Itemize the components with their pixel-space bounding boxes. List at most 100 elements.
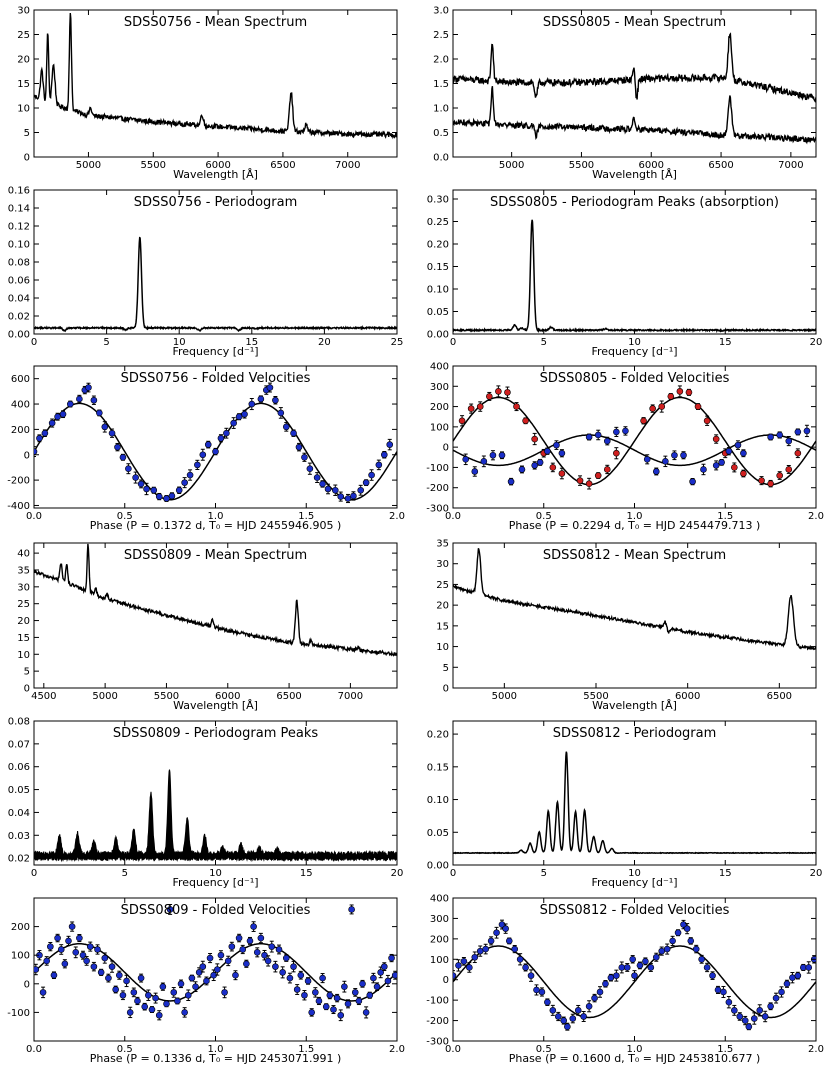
data-point-velocities — [155, 493, 163, 500]
panel-sdss0812-spectrum: 5000 5500 6000 6500 0 5 10 15 20 25 30 35 SDSS0812 … — [436, 539, 817, 712]
data-point-emission — [549, 464, 557, 471]
data-point-absorption — [471, 468, 479, 475]
data-point-velocities — [805, 964, 813, 971]
y-tick-label: 0 — [24, 979, 30, 990]
y-tick-label: 25 — [17, 599, 30, 610]
y-tick-label: 20 — [17, 55, 30, 66]
data-point-emission — [613, 449, 620, 457]
data-point-velocities — [134, 997, 141, 1005]
data-point-velocities — [585, 1002, 593, 1010]
x-tick-label: 20 — [391, 868, 404, 879]
data-point-velocities — [282, 954, 290, 962]
data-point-absorption — [740, 449, 747, 457]
data-point-velocities — [549, 1007, 557, 1014]
data-point-velocities — [308, 1009, 315, 1016]
panel-sdss0809-periodogram: 0 5 10 15 20 0.02 0.03 0.04 0.05 0.06 0.07 0.08 SDS… — [8, 717, 404, 890]
data-point-velocities — [203, 977, 210, 985]
y-tick-label: 100 — [430, 422, 449, 433]
data-point-velocities — [304, 977, 312, 985]
data-point-velocities — [377, 969, 384, 976]
chart-marks — [453, 32, 816, 145]
x-tick-label: 4500 — [31, 691, 56, 702]
x-tick-label: 0 — [31, 337, 37, 348]
x-tick-label: 10 — [209, 868, 222, 879]
spectrum-line-mean — [453, 548, 816, 651]
data-point-velocities — [344, 495, 352, 502]
data-point-velocities — [181, 1009, 188, 1016]
chart-title: SDSS0756 - Periodogram — [134, 195, 298, 210]
y-tick-label: 0.00 — [8, 330, 30, 341]
data-point-velocities — [306, 465, 314, 472]
y-tick-label: 400 — [430, 894, 449, 905]
x-tick-label: 5 — [103, 337, 109, 348]
y-tick-label: 0.00 — [427, 861, 449, 872]
y-tick-label: 2.0 — [433, 55, 449, 66]
data-point-velocities — [217, 434, 225, 442]
data-point-emission — [776, 472, 784, 479]
data-point-velocities — [272, 396, 279, 404]
x-axis-label: Phase (P = 0.1600 d, T₀ = HJD 2453810.67… — [509, 1052, 761, 1065]
x-tick-label: 0.5 — [536, 1044, 552, 1055]
spectrum-line-lower — [453, 85, 816, 145]
data-point-velocities — [313, 474, 321, 481]
y-tick-label: 10 — [436, 642, 449, 653]
chart-title: SDSS0809 - Mean Spectrum — [124, 548, 307, 563]
data-point-velocities — [330, 1006, 337, 1013]
data-point-velocities — [301, 453, 308, 461]
axis-ticks: 5000 5500 6000 6500 0 5 10 15 20 25 30 35 — [436, 539, 816, 702]
data-point-absorption — [480, 458, 488, 465]
data-point-emission — [495, 388, 502, 395]
data-point-velocities — [175, 486, 183, 494]
data-point-emission — [731, 464, 738, 471]
data-point-velocities — [150, 486, 158, 494]
y-tick-label: 15 — [17, 79, 30, 90]
x-tick-label: 2.0 — [389, 1044, 405, 1055]
x-tick-label: 10 — [628, 868, 641, 879]
x-axis-label: Frequency [d⁻¹] — [172, 876, 258, 889]
chart-title: SDSS0805 - Periodogram Peaks (absorption… — [490, 195, 779, 210]
data-point-velocities — [618, 964, 626, 971]
x-tick-label: 6500 — [276, 691, 301, 702]
y-tick-label: 100 — [430, 955, 449, 966]
data-point-velocities — [789, 974, 796, 981]
x-tick-label: 2.0 — [808, 511, 824, 522]
x-tick-label: 2.0 — [389, 511, 405, 522]
data-point-velocities — [687, 937, 695, 945]
y-tick-label: 300 — [430, 382, 449, 393]
y-tick-label: -100 — [426, 463, 449, 474]
y-tick-label: 200 — [430, 402, 449, 413]
data-point-velocities — [669, 937, 676, 945]
data-point-velocities — [698, 955, 705, 963]
data-point-velocities — [163, 1000, 170, 1008]
data-point-velocities — [232, 971, 239, 979]
data-point-velocities — [282, 423, 290, 431]
data-point-velocities — [61, 960, 69, 968]
data-point-velocities — [246, 937, 254, 945]
data-point-absorption — [558, 449, 566, 457]
data-point-velocities — [235, 413, 243, 421]
data-point-velocities — [119, 991, 127, 999]
panel-sdss0756-periodogram: 0 5 10 15 20 25 0.00 0.02 0.04 0.06 0.08 0.10 0.12 0.… — [8, 186, 404, 359]
y-tick-label: 0.06 — [8, 276, 30, 287]
y-tick-label: 0.05 — [8, 785, 30, 796]
data-point-velocities — [295, 443, 303, 451]
data-point-velocities — [631, 972, 638, 979]
data-point-emission — [585, 480, 593, 487]
data-point-emission — [685, 389, 693, 396]
x-tick-label: 1.0 — [627, 1044, 643, 1055]
x-tick-label: 20 — [810, 868, 823, 879]
periodogram-line — [453, 219, 816, 334]
data-point-velocities — [750, 1015, 758, 1022]
data-point-velocities — [498, 921, 506, 928]
x-tick-label: 0.0 — [26, 511, 42, 522]
chart-title: SDSS0809 - Periodogram Peaks — [113, 726, 319, 741]
data-point-velocities — [370, 974, 377, 982]
x-tick-label: 7000 — [778, 160, 803, 171]
data-point-velocities — [745, 1023, 753, 1030]
y-tick-label: -200 — [426, 1016, 449, 1027]
data-point-emission — [694, 403, 702, 410]
data-point-velocities — [94, 946, 101, 953]
data-point-velocities — [194, 461, 201, 469]
data-point-absorption — [718, 459, 725, 466]
